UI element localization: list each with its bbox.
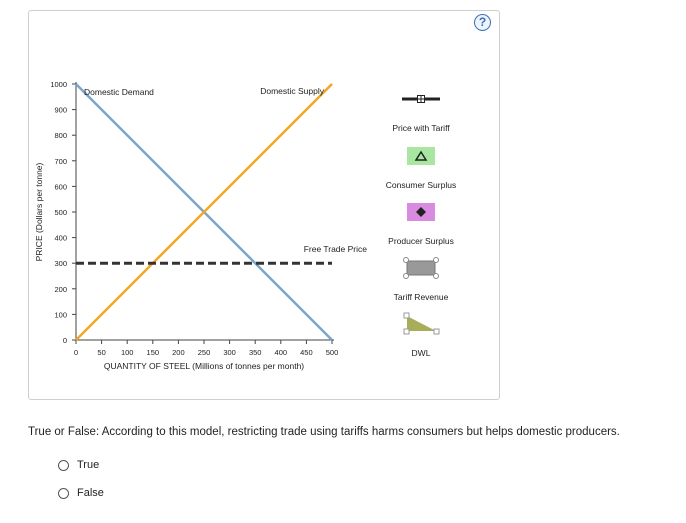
legend-item-producer-surplus[interactable] (407, 203, 435, 221)
y-tick-label: 700 (54, 157, 67, 166)
y-tick-label: 300 (54, 259, 67, 268)
dwl-icon (407, 316, 436, 331)
series-label-domestic-demand: Domestic Demand (84, 87, 154, 97)
radio-false[interactable] (58, 487, 69, 499)
corner-handle-icon (403, 328, 410, 335)
triangle-marker-icon (414, 150, 428, 161)
corner-handle-icon (433, 257, 439, 263)
y-tick-label: 1000 (50, 80, 67, 89)
corner-handle-icon (433, 328, 440, 335)
legend-label: Price with Tariff (392, 123, 450, 133)
x-tick-label: 250 (198, 348, 211, 357)
consumer-surplus-icon (407, 147, 435, 165)
series-label-domestic-supply: Domestic Supply (260, 86, 325, 96)
tariff-revenue-icon (406, 260, 436, 276)
corner-handle-icon (403, 273, 409, 279)
x-tick-label: 450 (300, 348, 313, 357)
legend-label: DWL (412, 348, 431, 358)
y-tick-label: 400 (54, 234, 67, 243)
y-tick-label: 800 (54, 131, 67, 140)
x-tick-label: 300 (223, 348, 236, 357)
y-tick-label: 100 (54, 310, 67, 319)
x-tick-label: 200 (172, 348, 185, 357)
x-tick-label: 50 (97, 348, 105, 357)
y-tick-label: 600 (54, 182, 67, 191)
question-text: True or False: According to this model, … (28, 426, 620, 438)
legend-item-dwl[interactable] (403, 312, 440, 335)
x-tick-label: 150 (147, 348, 160, 357)
option-true[interactable]: True (58, 459, 99, 471)
legend-item-price-with-tariff[interactable] (402, 95, 440, 103)
legend-item-consumer-surplus[interactable] (407, 147, 435, 165)
legend-item-tariff-revenue[interactable] (403, 257, 439, 279)
series-label-free-trade-price: Free Trade Price (304, 244, 368, 254)
option-false[interactable]: False (58, 487, 104, 499)
y-tick-label: 500 (54, 208, 67, 217)
legend-label: Consumer Surplus (386, 180, 456, 190)
option-true-label: True (77, 459, 100, 471)
corner-handle-icon (403, 257, 409, 263)
y-tick-label: 200 (54, 285, 67, 294)
legend-label: Tariff Revenue (394, 292, 449, 302)
x-axis-label: QUANTITY OF STEEL (Millions of tonnes pe… (104, 361, 304, 371)
x-tick-label: 500 (326, 348, 339, 357)
series-line-domestic-supply (75, 83, 333, 341)
help-icon[interactable]: ? (474, 14, 491, 31)
y-axis-label: PRICE (Dollars per tonne) (34, 162, 44, 261)
legend-label: Producer Surplus (388, 236, 454, 246)
option-false-label: False (77, 487, 104, 499)
diamond-marker-icon (416, 207, 426, 217)
y-tick-label: 900 (54, 106, 67, 115)
x-tick-label: 400 (275, 348, 288, 357)
radio-true[interactable] (58, 459, 69, 471)
x-tick-label: 100 (121, 348, 134, 357)
corner-handle-icon (403, 312, 410, 319)
x-tick-label: 0 (74, 348, 78, 357)
corner-handle-icon (433, 273, 439, 279)
x-tick-label: 350 (249, 348, 262, 357)
y-tick-label: 0 (63, 336, 67, 345)
